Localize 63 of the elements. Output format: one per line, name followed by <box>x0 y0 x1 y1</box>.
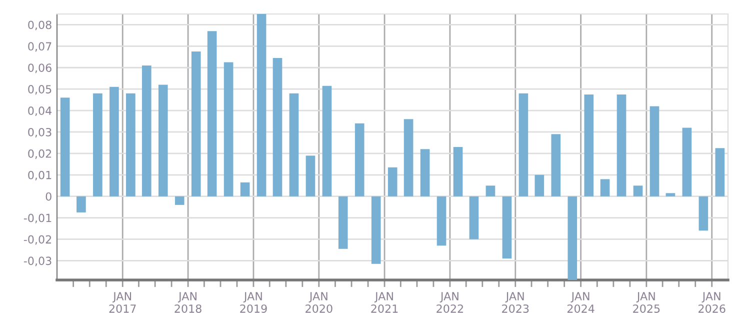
bar <box>289 93 299 196</box>
bar <box>322 86 332 196</box>
bar <box>534 174 544 196</box>
bar <box>126 93 136 196</box>
bar <box>420 149 430 196</box>
bar <box>502 196 512 259</box>
bar <box>584 94 594 196</box>
bar <box>207 31 217 196</box>
bar <box>698 196 708 231</box>
bar <box>715 148 725 196</box>
bar <box>568 196 578 280</box>
bar <box>633 186 643 196</box>
x-tick-label: JAN 2023 <box>502 292 529 313</box>
bar <box>551 134 561 196</box>
bar <box>256 14 266 196</box>
y-tick-label: 0,02 <box>28 149 52 159</box>
bar <box>76 196 86 212</box>
bar <box>616 94 626 196</box>
x-tick-label: JAN 2021 <box>371 292 398 313</box>
x-tick-label: JAN 2022 <box>436 292 463 313</box>
bar <box>158 84 168 196</box>
bar <box>682 128 692 196</box>
y-tick-label: 0,03 <box>28 128 52 138</box>
bar <box>388 167 398 196</box>
bar <box>666 193 676 196</box>
y-tick-label: 0,01 <box>28 170 52 180</box>
bar <box>338 196 348 249</box>
x-tick-label: JAN 2017 <box>109 292 136 313</box>
bar <box>354 123 364 196</box>
bar <box>191 52 201 196</box>
bar <box>240 182 250 196</box>
bar <box>110 86 119 196</box>
bar <box>371 196 381 264</box>
bar <box>272 58 282 196</box>
y-tick-label: 0,08 <box>28 20 52 30</box>
bar <box>60 98 70 196</box>
y-tick-label: -0,03 <box>24 256 52 266</box>
bar <box>174 196 184 205</box>
bar <box>518 93 528 196</box>
y-tick-label: 0,07 <box>28 42 52 52</box>
y-tick-label: 0,06 <box>28 64 52 74</box>
x-tick-label: JAN 2026 <box>698 292 726 313</box>
x-tick-label: JAN 2020 <box>306 292 332 313</box>
y-tick-label: 0,04 <box>28 106 52 116</box>
bar <box>224 62 234 196</box>
bar <box>436 196 446 246</box>
y-tick-label: -0,01 <box>24 214 52 224</box>
bar <box>486 186 496 196</box>
bar <box>404 119 414 196</box>
bar <box>93 93 102 196</box>
y-tick-label: -0,02 <box>24 235 52 245</box>
x-tick-label: JAN 2019 <box>240 292 267 313</box>
x-tick-label: JAN 2025 <box>633 292 660 313</box>
bar <box>650 106 660 196</box>
bar <box>453 147 463 196</box>
y-tick-label: 0,05 <box>28 85 52 95</box>
x-tick-label: JAN 2018 <box>174 292 202 313</box>
bar <box>306 156 316 196</box>
bar <box>142 65 152 196</box>
bar <box>469 196 479 240</box>
bar <box>600 179 610 196</box>
y-tick-label: 0 <box>46 192 52 201</box>
x-tick-label: JAN 2024 <box>567 292 594 313</box>
